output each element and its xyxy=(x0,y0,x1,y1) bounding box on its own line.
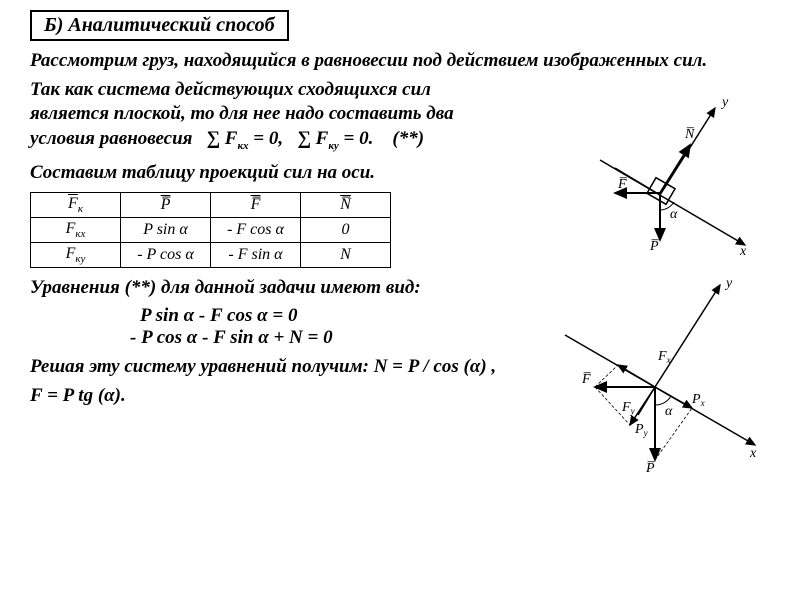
cell: N̅ xyxy=(301,192,391,217)
cell: P̅ xyxy=(121,192,211,217)
table-row: Fку - P cos α - F sin α N xyxy=(31,243,391,268)
alpha-label: α xyxy=(670,207,678,222)
intro-text: Рассмотрим груз, находящийся в равновеси… xyxy=(30,49,770,74)
projection-table: Fк P̅ F̅ N̅ Fкх P sin α - F cos α 0 Fку … xyxy=(30,192,391,269)
cell: - F sin α xyxy=(211,243,301,268)
fx-label: Fx xyxy=(657,349,671,365)
cell: - P cos α xyxy=(121,243,211,268)
cell: P sin α xyxy=(121,218,211,243)
py-label: Py xyxy=(634,422,648,438)
px-label: Px xyxy=(691,392,705,408)
cell: 0 xyxy=(301,218,391,243)
axis-x-label: x xyxy=(749,446,757,461)
p-label: P̅ xyxy=(645,461,655,475)
title-box: Б) Аналитический способ xyxy=(30,10,289,41)
cell: Fкх xyxy=(31,218,121,243)
diagram-1: y x N̅ F̅ P̅ α xyxy=(560,90,760,260)
axis-x-label: x xyxy=(739,244,747,259)
n-label: N̅ xyxy=(684,127,695,142)
axis-y-label: y xyxy=(724,276,733,291)
axis-y-label: y xyxy=(720,95,729,110)
cell: Fку xyxy=(31,243,121,268)
alpha-label: α xyxy=(665,404,673,419)
f-label: F̅ xyxy=(617,177,628,192)
fy-label: Fy xyxy=(621,400,635,416)
cell: Fк xyxy=(31,192,121,217)
title-text: Б) Аналитический способ xyxy=(44,14,275,36)
eq-lead: Уравнения (**) для данной задачи имеют в… xyxy=(30,276,460,301)
f-label: F̅ xyxy=(581,372,592,387)
table-row: Fк P̅ F̅ N̅ xyxy=(31,192,391,217)
diagram-2: y x F̅ P̅ Fx Fy Px Py α xyxy=(540,275,770,475)
cell: F̅ xyxy=(211,192,301,217)
cell: N xyxy=(301,243,391,268)
table-row: Fкх P sin α - F cos α 0 xyxy=(31,218,391,243)
equilibrium-equation: ∑ Fкх = 0, ∑ Fку = 0. (**) xyxy=(206,128,424,149)
p-label: P̅ xyxy=(649,239,659,254)
cell: - F cos α xyxy=(211,218,301,243)
